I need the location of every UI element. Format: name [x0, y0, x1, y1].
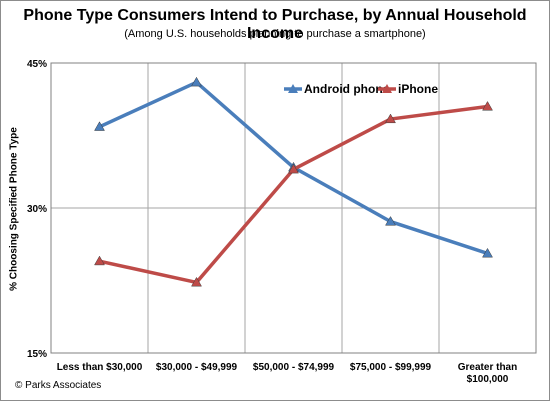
- series-point-1: [288, 163, 299, 174]
- chart-subtitle: (Among U.S. households planning to purch…: [124, 28, 426, 40]
- series-point-1: [482, 100, 493, 111]
- legend-swatch-marker-1: [382, 84, 392, 93]
- x-tick-label: $50,000 - $74,999: [253, 362, 335, 373]
- series-point-1: [94, 255, 105, 266]
- x-tick-label: Less than $30,000: [57, 362, 143, 373]
- x-tick-label: Greater than: [458, 362, 517, 373]
- series-point-0: [191, 76, 202, 87]
- legend-label-0: Android phone: [304, 82, 390, 96]
- legend-label-1: iPhone: [398, 82, 438, 96]
- y-tick-label: 45%: [27, 59, 47, 70]
- y-tick-label: 30%: [27, 204, 47, 215]
- credit-text: © Parks Associates: [15, 380, 102, 391]
- chart-title: Phone Type Consumers Intend to Purchase,…: [23, 7, 527, 42]
- x-tick-label: $30,000 - $49,999: [156, 362, 238, 373]
- series-point-1: [385, 113, 396, 124]
- series-point-1: [191, 276, 202, 287]
- x-tick-label: $75,000 - $99,999: [350, 362, 432, 373]
- series-point-0: [94, 121, 105, 131]
- series-line-1: [97, 104, 490, 285]
- y-tick-label: 15%: [27, 349, 47, 360]
- series-point-0: [385, 216, 396, 226]
- legend-swatch-marker-0: [288, 84, 298, 93]
- series-point-0: [482, 247, 493, 258]
- x-tick-label: $100,000: [467, 374, 509, 385]
- plot-area-border: [50, 62, 537, 354]
